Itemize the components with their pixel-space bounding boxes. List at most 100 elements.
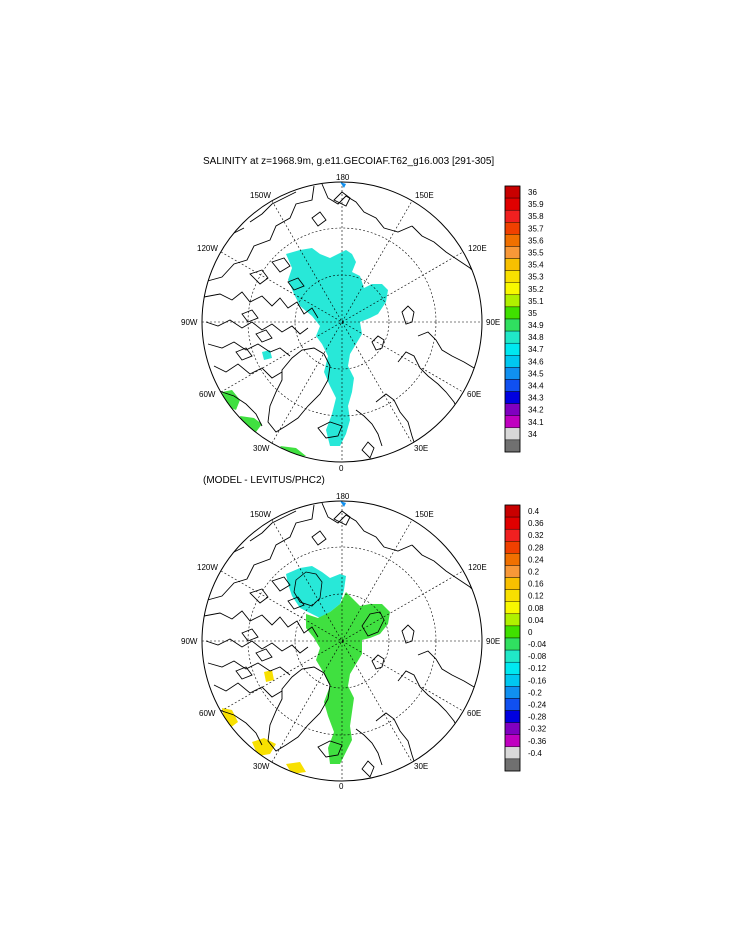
colorbar-swatch [504, 516, 521, 530]
colorbar-label: 0.04 [528, 616, 544, 625]
colorbar-label: -0.04 [528, 640, 547, 649]
panel-title: (MODEL - LEVITUS/PHC2) [203, 475, 325, 486]
panel-title: SALINITY at z=1968.9m, g.e11.GECOIAF.T62… [203, 156, 494, 167]
colorbar-swatch [504, 553, 521, 566]
colorbar-swatch [504, 342, 521, 356]
colorbar-swatch [504, 637, 521, 651]
colorbar-label: 0.4 [528, 507, 540, 516]
colorbar-swatch [504, 367, 521, 380]
colorbar: 36 35.9 35.8 35.7 35.6 35.5 35.4 35.3 35.2 35.1 35… [504, 185, 544, 453]
lon-label-120w: 120W [197, 244, 218, 253]
colorbar-label: 35 [528, 309, 537, 318]
lon-label-60e: 60E [467, 390, 481, 399]
map-disk [201, 181, 483, 463]
colorbar-swatch [504, 661, 521, 675]
field-patch-60w [222, 708, 238, 728]
colorbar-label: 0.08 [528, 604, 544, 613]
lon-label-30e: 30E [414, 444, 428, 453]
colorbar-label: 0.12 [528, 592, 544, 601]
colorbar-swatch [504, 649, 521, 663]
colorbar-label: 34.8 [528, 333, 544, 342]
colorbar-swatch [504, 758, 521, 772]
colorbar-swatch [504, 391, 521, 404]
field-patch-small [262, 350, 272, 360]
colorbar-swatch [504, 528, 521, 542]
colorbar-outline [504, 185, 521, 453]
colorbar-swatch [504, 710, 521, 723]
field-region [286, 248, 388, 446]
colorbar-label: -0.36 [528, 737, 547, 746]
colorbar-label: 34.6 [528, 357, 544, 366]
colorbar-swatch [504, 246, 521, 259]
colorbar-label: 34 [528, 430, 537, 439]
lon-label-30w: 30W [253, 444, 270, 453]
field-contour [293, 571, 323, 607]
colorbar-swatch [504, 282, 521, 296]
lon-label-120e: 120E [468, 244, 487, 253]
colorbar-label: 34.2 [528, 406, 544, 415]
colorbar-swatch [504, 403, 521, 416]
lon-label-30w: 30W [253, 762, 270, 771]
colorbar-swatch [504, 613, 521, 627]
field-region-positive [306, 592, 390, 764]
colorbar-swatch [504, 722, 521, 735]
colorbar-label: 35.7 [528, 224, 544, 233]
colorbar-swatch [504, 674, 521, 687]
colorbar-swatch [504, 504, 521, 518]
colorbar-swatch [504, 427, 521, 441]
colorbar-swatch [504, 185, 521, 199]
colorbar-label: 0.2 [528, 568, 540, 577]
colorbar-label: -0.24 [528, 701, 547, 710]
colorbar-swatch [504, 379, 521, 392]
lon-label-180: 180 [336, 492, 350, 501]
lon-label-90w: 90W [181, 637, 198, 646]
colorbar-swatch [504, 318, 521, 332]
colorbar-label: 35.8 [528, 212, 544, 221]
colorbar-swatch [504, 270, 521, 283]
colorbar-swatch [504, 686, 521, 699]
lon-label-150w: 150W [250, 510, 271, 519]
lon-label-0: 0 [339, 464, 344, 473]
field-patch-30w-a [252, 738, 276, 756]
colorbar-swatch [504, 330, 521, 344]
field-region-negative [286, 566, 346, 618]
colorbar-label: 0.28 [528, 543, 544, 552]
colorbar-label: 35.6 [528, 236, 544, 245]
colorbar-label: 34.5 [528, 369, 544, 378]
colorbar-label: 34.1 [528, 418, 544, 427]
colorbar-swatch [504, 294, 521, 308]
lon-label-60e: 60E [467, 709, 481, 718]
lon-label-90e: 90E [486, 318, 500, 327]
colorbar-swatch [504, 209, 521, 223]
colorbar-swatch [504, 234, 521, 247]
colorbar-label: 36 [528, 188, 537, 197]
lon-label-60w: 60W [199, 390, 216, 399]
colorbar-swatch [504, 306, 521, 320]
colorbar-label: 35.2 [528, 285, 544, 294]
salinity-panel: SALINITY at z=1968.9m, g.e11.GECOIAF.T62… [181, 156, 544, 473]
colorbar-label: 35.5 [528, 249, 544, 258]
colorbar-swatch [504, 439, 521, 453]
colorbar-swatch [504, 258, 521, 271]
lon-label-150e: 150E [415, 191, 434, 200]
colorbar-label: -0.2 [528, 688, 542, 697]
colorbar-swatch [504, 197, 521, 211]
colorbar-swatch [504, 577, 521, 590]
colorbar-label: -0.4 [528, 749, 542, 758]
colorbar-label: 0.16 [528, 580, 544, 589]
lon-label-60w: 60W [199, 709, 216, 718]
colorbar-swatch [504, 746, 521, 760]
lon-label-90w: 90W [181, 318, 198, 327]
lon-label-90e: 90E [486, 637, 500, 646]
colorbar-swatch [504, 601, 521, 615]
colorbar-label: -0.32 [528, 725, 547, 734]
colorbar-label: 34.3 [528, 394, 544, 403]
lon-label-180: 180 [336, 173, 350, 182]
colorbar-label: 35.1 [528, 297, 544, 306]
colorbar-label: 34.9 [528, 321, 544, 330]
lon-label-30e: 30E [414, 762, 428, 771]
colorbar-label: 35.4 [528, 261, 544, 270]
colorbar-label: 0.32 [528, 531, 544, 540]
colorbar-label: 34.4 [528, 382, 544, 391]
